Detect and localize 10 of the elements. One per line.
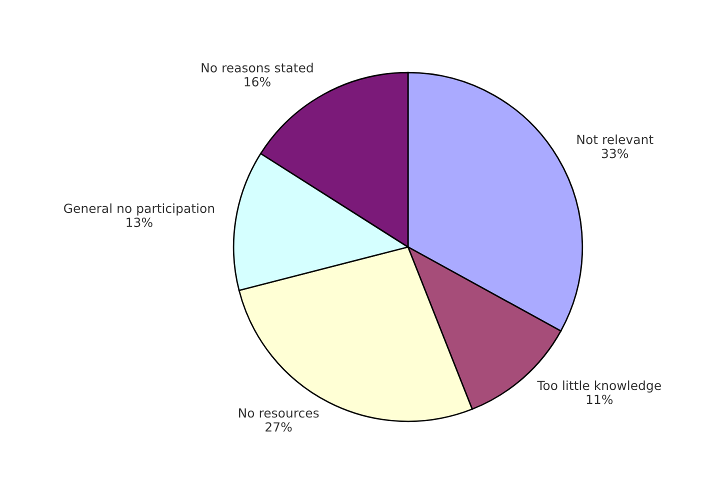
- slice-label: No resources: [239, 408, 319, 418]
- slice-label: General no participation: [64, 203, 214, 216]
- data-label: 16%: [244, 77, 270, 86]
- slice-label: No reasons stated: [202, 62, 313, 72]
- data-label: 13%: [126, 218, 152, 228]
- slice-label: Not relevant: [577, 134, 654, 144]
- data-label: 33%: [602, 148, 628, 158]
- data-label: 27%: [266, 422, 292, 432]
- data-label: 11%: [586, 394, 613, 404]
- slice-label: Too little knowledge: [537, 380, 661, 393]
